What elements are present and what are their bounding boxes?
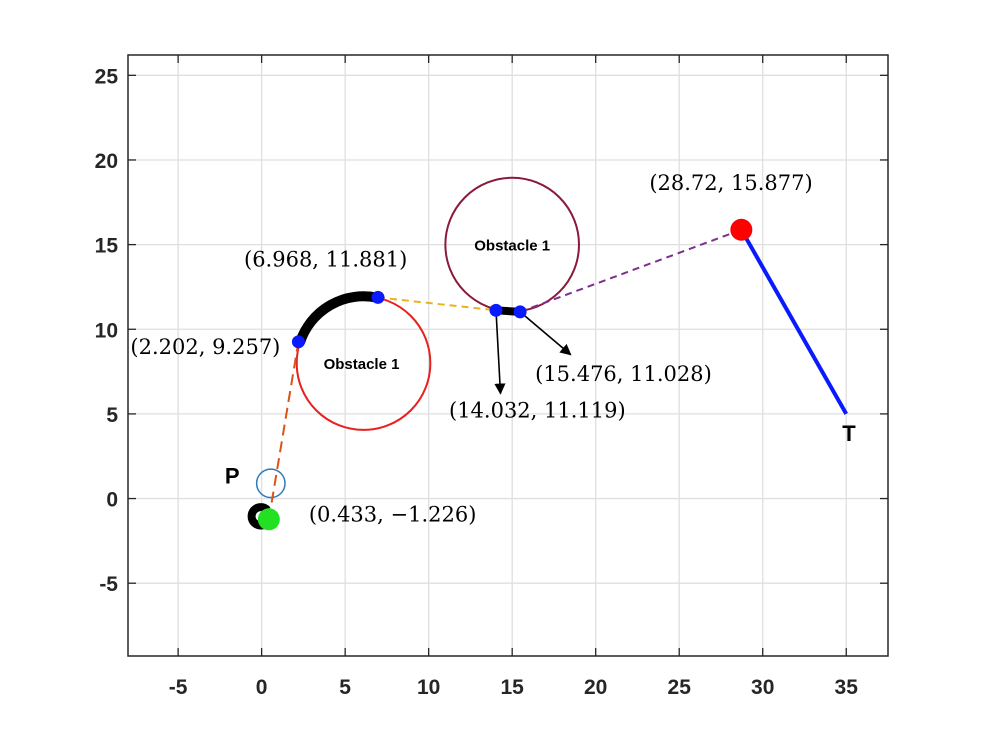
x-tick-label: 15 (500, 676, 524, 699)
velocity-arrow (494, 310, 506, 395)
labels: Obstacle 1 Obstacle 1 (2.202, 9.257) (6.968… (130, 171, 856, 527)
x-tick-label: 5 (339, 676, 351, 699)
path-segments (247, 228, 848, 530)
dashed-segment (519, 228, 742, 313)
obstacle-label: Obstacle 1 (474, 238, 550, 255)
x-tick-label: 0 (256, 676, 268, 699)
end-marker (730, 218, 753, 241)
y-tick-label: 0 (106, 489, 118, 512)
y-tick-label: 20 (95, 150, 118, 173)
waypoint-marker (291, 335, 305, 349)
y-tick-label: 5 (106, 404, 118, 427)
grid (128, 55, 888, 656)
coordinate-label: (6.968, 11.881) (244, 247, 407, 271)
coordinate-label: (14.032, 11.119) (449, 398, 626, 422)
coordinate-label: (15.476, 11.028) (535, 362, 712, 386)
velocity-arrow (519, 311, 572, 356)
waypoint-marker (513, 305, 527, 319)
axes-box (127, 54, 889, 657)
x-tick-label: 30 (751, 676, 774, 699)
x-tick-label: 35 (835, 676, 859, 699)
x-tick-label: -5 (169, 676, 188, 699)
y-tick-label: -5 (99, 573, 118, 596)
dashed-segment (267, 341, 300, 520)
y-tick-label: 15 (95, 235, 119, 258)
x-tick-label: 25 (668, 676, 692, 699)
x-tick-label: 10 (417, 676, 440, 699)
axes: -5 0 5 10 15 20 25 30 35 -5 0 5 10 15 20 25 (95, 54, 889, 699)
x-tick-label: 20 (584, 676, 607, 699)
points (257, 218, 753, 531)
coordinate-label: (2.202, 9.257) (130, 335, 280, 359)
waypoint-marker (489, 303, 503, 317)
y-tick-label: 25 (95, 65, 119, 88)
obstacle-label: Obstacle 1 (324, 356, 400, 373)
coordinate-label: (28.72, 15.877) (649, 171, 812, 195)
coordinate-label: (0.433, −1.226) (309, 502, 477, 526)
pursuer-label: P (225, 463, 240, 488)
pursuer-circle (255, 468, 286, 499)
y-tick-label: 10 (95, 319, 118, 342)
turn-arc (295, 291, 379, 345)
target-label: T (842, 421, 856, 446)
target-line (739, 228, 848, 415)
waypoint-marker (371, 290, 385, 304)
start-marker (257, 508, 280, 531)
dashed-segment (377, 296, 497, 312)
